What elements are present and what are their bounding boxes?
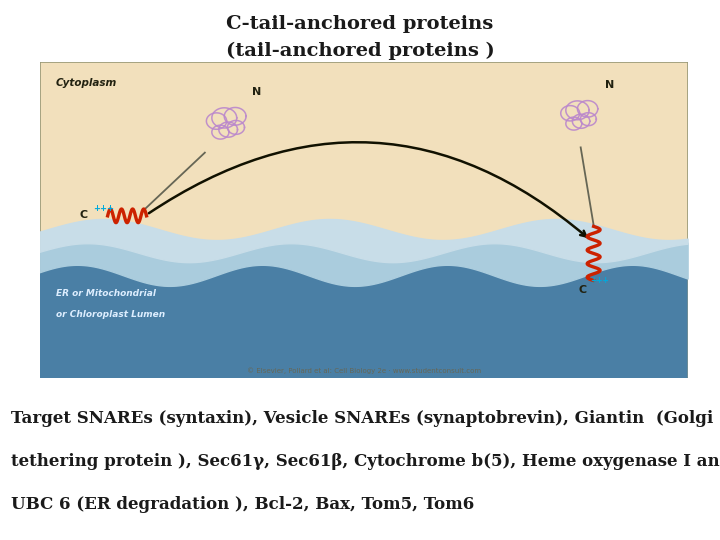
Text: ER or Mitochondrial: ER or Mitochondrial [56,289,156,299]
Text: +++: +++ [590,276,609,285]
Polygon shape [40,261,688,378]
Text: Target SNAREs (syntaxin), Vesicle SNAREs (synaptobrevin), Giantin  (Golgi: Target SNAREs (syntaxin), Vesicle SNAREs… [11,410,713,427]
Text: (tail-anchored proteins ): (tail-anchored proteins ) [225,42,495,60]
Text: C: C [579,285,587,295]
Text: tethering protein ), Sec61γ, Sec61β, Cytochrome b(5), Heme oxygenase I and II,: tethering protein ), Sec61γ, Sec61β, Cyt… [11,453,720,470]
Text: +++: +++ [93,204,114,213]
Text: C-tail-anchored proteins: C-tail-anchored proteins [226,15,494,33]
Text: N: N [252,87,261,97]
Text: © Elsevier, Pollard et al: Cell Biology 2e · www.studentconsult.com: © Elsevier, Pollard et al: Cell Biology … [246,367,481,374]
Text: Cytoplasm: Cytoplasm [56,78,117,88]
Polygon shape [40,62,688,378]
Text: UBC 6 (ER degradation ), Bcl-2, Bax, Tom5, Tom6: UBC 6 (ER degradation ), Bcl-2, Bax, Tom… [11,496,474,514]
Text: or Chloroplast Lumen: or Chloroplast Lumen [56,310,165,320]
Text: N: N [605,80,614,90]
Text: C: C [80,211,88,220]
